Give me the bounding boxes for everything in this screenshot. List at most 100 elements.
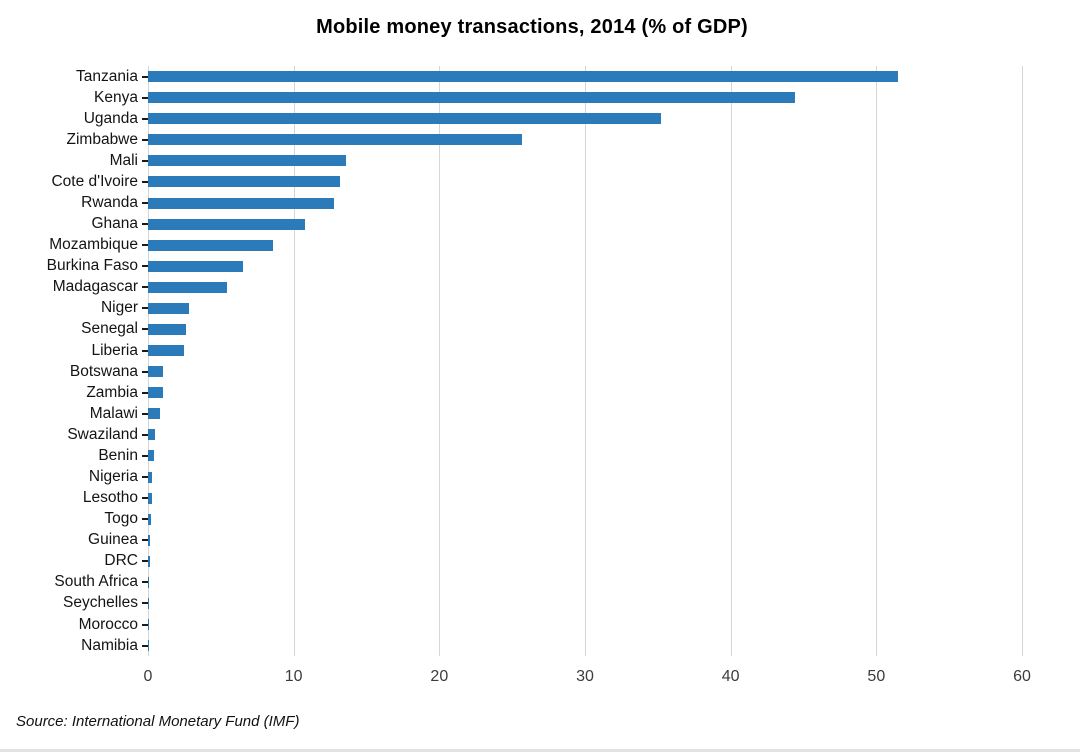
bar <box>148 576 150 588</box>
y-axis-tick <box>142 412 148 415</box>
y-axis-tick <box>142 497 148 500</box>
bar <box>148 492 152 504</box>
category-label: Zimbabwe <box>66 130 139 148</box>
bar <box>148 534 151 546</box>
category-label: Niger <box>100 299 138 317</box>
gridline <box>293 66 295 656</box>
x-axis-tick-label: 0 <box>143 668 153 685</box>
category-label: Morocco <box>78 615 138 633</box>
x-axis-tick-label: 10 <box>284 668 303 685</box>
bar <box>148 281 227 293</box>
bar <box>148 92 795 104</box>
chart-row: Mozambique <box>49 235 1022 256</box>
y-axis-tick <box>142 644 148 647</box>
y-axis-tick <box>142 159 148 162</box>
category-label: Rwanda <box>81 194 138 211</box>
chart-row: Ghana <box>91 214 1022 235</box>
bar <box>148 71 899 83</box>
chart-row: Zambia <box>86 382 1022 403</box>
chart-row: South Africa <box>54 572 1022 593</box>
chart-row: Morocco <box>79 614 1022 635</box>
category-label: DRC <box>104 552 138 570</box>
bar <box>148 260 243 272</box>
x-axis-tick-label: 60 <box>1013 668 1031 685</box>
bar <box>148 471 153 483</box>
y-axis-tick <box>142 454 148 457</box>
chart-row: Lesotho <box>83 488 1022 509</box>
y-axis-tick <box>142 328 148 331</box>
y-axis-tick <box>142 602 148 605</box>
bar <box>148 134 523 146</box>
y-axis-tick <box>142 244 148 247</box>
chart-row: Guinea <box>88 530 1022 551</box>
bar <box>148 513 151 525</box>
chart-row: Cote d'Ivoire <box>51 171 1022 192</box>
source-note: Source: International Monetary Fund (IMF… <box>16 713 300 730</box>
chart-row: Kenya <box>94 87 1022 108</box>
bar <box>148 366 163 378</box>
y-axis-tick <box>142 117 148 120</box>
category-label: Benin <box>98 446 138 464</box>
bar <box>148 197 335 209</box>
y-axis-tick <box>142 476 148 479</box>
bar <box>148 176 341 188</box>
bar <box>148 387 163 399</box>
chart-row: Senegal <box>81 319 1022 340</box>
x-axis: 0 10 20 30 40 50 60 <box>144 668 1031 690</box>
chart-row: Liberia <box>91 340 1022 361</box>
category-label: Swaziland <box>67 425 138 443</box>
chart-row: Tanzania <box>76 66 1022 87</box>
category-label: Togo <box>104 510 138 528</box>
gridline <box>876 66 878 656</box>
y-axis-tick <box>142 581 148 584</box>
y-axis-tick <box>142 539 148 542</box>
category-label: Mozambique <box>49 236 138 254</box>
bar <box>148 429 156 441</box>
chart-title: Mobile money transactions, 2014 (% of GD… <box>316 16 748 38</box>
y-axis-tick <box>142 623 148 626</box>
chart-row: Uganda <box>84 108 1022 129</box>
category-label: Seychelles <box>63 594 138 612</box>
x-axis-tick-label: 50 <box>867 668 886 685</box>
y-axis-tick <box>142 286 148 289</box>
y-axis-tick <box>142 307 148 310</box>
chart-row: Botswana <box>70 361 1022 382</box>
y-axis-tick <box>142 433 148 436</box>
category-label: Mali <box>109 151 138 169</box>
y-axis-tick <box>142 75 148 78</box>
bar <box>148 155 347 167</box>
category-label: Malawi <box>89 404 138 422</box>
bar <box>148 218 306 230</box>
bar <box>148 640 149 652</box>
gridline <box>1022 66 1023 656</box>
y-axis-tick <box>142 349 148 352</box>
chart-row: Seychelles <box>63 593 1022 614</box>
x-axis-tick-label: 30 <box>576 668 594 685</box>
category-label: Namibia <box>81 636 138 654</box>
category-label: Tanzania <box>75 67 138 85</box>
bar <box>148 450 154 462</box>
gridlines <box>148 66 1023 656</box>
category-label: Cote d'Ivoire <box>51 172 138 190</box>
chart-row: DRC <box>104 551 1022 572</box>
category-label: Madagascar <box>52 278 138 296</box>
chart-row: Namibia <box>81 635 1022 656</box>
category-label: Lesotho <box>82 489 138 507</box>
y-axis-tick <box>142 391 148 394</box>
category-label: Burkina Faso <box>46 257 138 275</box>
category-label: Liberia <box>91 341 138 359</box>
y-axis-tick <box>142 202 148 204</box>
chart-row: Swaziland <box>67 424 1022 445</box>
y-axis-tick <box>142 370 148 373</box>
gridline <box>439 66 441 656</box>
chart-row: Mali <box>110 150 1022 171</box>
category-label: Kenya <box>94 88 138 106</box>
bar <box>148 555 151 567</box>
category-label: Zambia <box>86 383 138 401</box>
y-axis-tick <box>142 560 148 563</box>
bar <box>148 597 150 609</box>
category-label: Uganda <box>83 109 138 127</box>
gridline <box>148 66 149 656</box>
x-axis-tick-label: 20 <box>430 668 449 685</box>
